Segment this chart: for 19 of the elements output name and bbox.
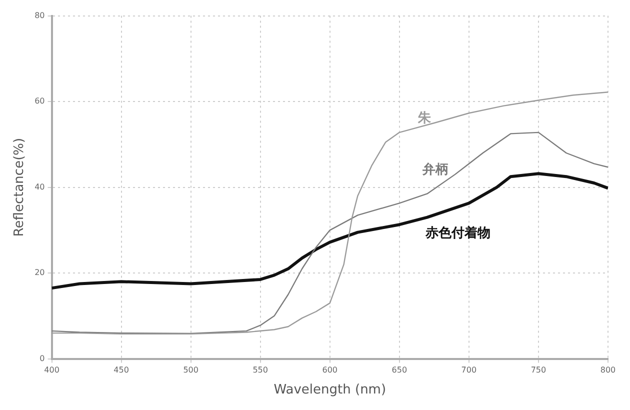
y-tick-label: 20: [34, 268, 45, 278]
series-label: 赤色付着物: [424, 224, 490, 241]
x-axis-title: Wavelength (nm): [274, 382, 386, 398]
y-tick-label: 40: [34, 182, 45, 192]
y-tick-label: 60: [34, 96, 45, 106]
x-tick-label: 600: [322, 366, 338, 375]
x-tick-label: 500: [183, 366, 198, 375]
x-tick-label: 650: [392, 366, 408, 375]
x-tick-label: 800: [600, 366, 616, 375]
y-axis-title: Reflectance(%): [12, 138, 28, 237]
x-tick-label: 450: [114, 366, 129, 375]
series-label: 朱: [416, 111, 432, 126]
x-tick-label: 400: [44, 366, 60, 375]
x-tick-label: 750: [530, 366, 546, 375]
series-label: 弁柄: [422, 162, 449, 178]
y-tick-label: 0: [40, 354, 45, 363]
x-tick-label: 700: [461, 366, 477, 375]
y-tick-label: 80: [34, 10, 45, 20]
x-tick-label: 550: [252, 366, 268, 375]
